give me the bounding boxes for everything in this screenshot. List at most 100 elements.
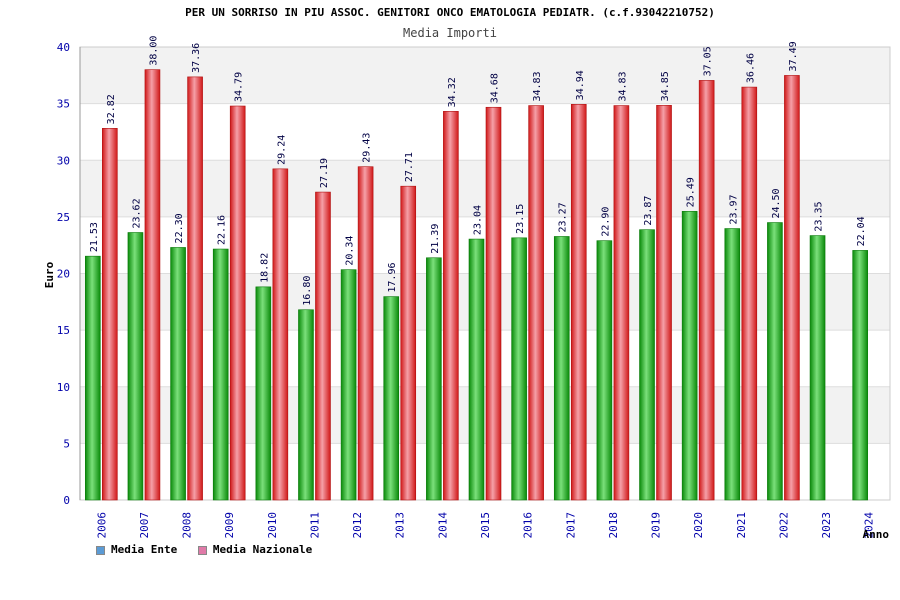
- y-tick-label: 30: [57, 154, 70, 167]
- x-tick-label: 2017: [564, 512, 577, 539]
- bar-media-ente: [255, 286, 272, 501]
- bar-media-ente: [809, 235, 826, 501]
- chart-title: PER UN SORRISO IN PIU ASSOC. GENITORI ON…: [185, 6, 715, 19]
- legend-item-media-ente: Media Ente: [96, 543, 177, 556]
- data-label-media-ente: 22.04: [856, 216, 867, 246]
- y-tick-label: 40: [57, 41, 70, 54]
- x-tick-label: 2024: [863, 512, 876, 539]
- bar-media-nazionale: [741, 86, 758, 501]
- x-tick-label: 2016: [522, 512, 535, 539]
- y-tick-label: 15: [57, 324, 70, 337]
- bar-media-nazionale: [357, 166, 374, 501]
- data-label-media-nazionale: 36.46: [745, 53, 756, 83]
- bar-media-nazionale: [272, 168, 289, 501]
- x-tick-label: 2006: [95, 512, 108, 539]
- y-tick-label: 20: [57, 268, 70, 281]
- y-axis-label: Euro: [43, 261, 56, 288]
- data-label-media-nazionale: 34.85: [660, 71, 671, 101]
- data-label-media-ente: 23.97: [728, 194, 739, 224]
- data-label-media-nazionale: 32.82: [106, 94, 117, 124]
- x-axis-label: Anno: [863, 528, 890, 541]
- x-tick-label: 2020: [692, 512, 705, 539]
- bar-media-nazionale: [570, 104, 587, 501]
- bar-media-ente: [468, 238, 485, 501]
- x-tick-label: 2021: [735, 512, 748, 539]
- data-label-media-ente: 21.53: [89, 222, 100, 252]
- bar-media-nazionale: [528, 105, 544, 501]
- legend-swatch-media-ente: [96, 545, 105, 555]
- x-tick-label: 2023: [820, 512, 833, 539]
- y-tick-label: 5: [63, 437, 70, 450]
- data-label-media-ente: 25.49: [686, 177, 697, 207]
- bar-media-ente: [767, 222, 783, 501]
- bar-media-nazionale: [784, 75, 800, 501]
- data-label-media-ente: 23.62: [131, 198, 142, 228]
- y-tick-label: 10: [57, 381, 70, 394]
- x-tick-label: 2018: [607, 512, 620, 539]
- data-label-media-nazionale: 34.68: [490, 73, 501, 103]
- data-label-media-nazionale: 37.05: [703, 46, 714, 76]
- legend: Media Ente Media Nazionale: [96, 543, 326, 556]
- bar-media-nazionale: [102, 128, 118, 501]
- data-label-media-nazionale: 29.43: [362, 133, 373, 163]
- legend-swatch-media-nazionale: [197, 545, 207, 555]
- bar-media-nazionale: [144, 69, 161, 501]
- data-label-media-nazionale: 38.00: [148, 36, 159, 66]
- bar-media-nazionale: [229, 105, 246, 501]
- data-label-media-ente: 18.82: [259, 253, 270, 283]
- bar-media-nazionale: [187, 76, 203, 501]
- data-label-media-nazionale: 34.83: [617, 71, 628, 101]
- bar-media-nazionale: [698, 80, 715, 501]
- bar-media-ente: [127, 232, 144, 501]
- data-labels: 21.53 23.62 22.30 22.16 18.82 16.80 20.34 17.96…: [89, 36, 867, 306]
- y-tick-label: 25: [57, 211, 70, 224]
- data-label-media-ente: 21.39: [430, 224, 441, 254]
- chart-subtitle: Media Importi: [403, 26, 497, 40]
- bar-media-ente: [426, 257, 442, 501]
- bar-media-nazionale: [485, 106, 502, 501]
- data-label-media-ente: 23.35: [814, 201, 825, 231]
- data-label-media-ente: 23.15: [515, 204, 526, 234]
- x-tick-label: 2010: [266, 512, 279, 539]
- bar-media-ente: [681, 211, 698, 501]
- data-label-media-ente: 17.96: [387, 262, 398, 292]
- bar-media-ente: [511, 237, 527, 501]
- bar-media-nazionale: [400, 185, 417, 501]
- bar-media-nazionale: [443, 111, 459, 501]
- x-tick-label: 2012: [351, 512, 364, 539]
- x-tick-label: 2007: [138, 512, 151, 539]
- bar-media-nazionale: [315, 191, 331, 501]
- bar-media-ente: [383, 296, 400, 501]
- bar-media-ente: [340, 269, 357, 501]
- data-label-media-ente: 22.16: [217, 215, 228, 245]
- bar-media-ente: [212, 248, 229, 501]
- bar-media-ente: [724, 228, 741, 501]
- data-label-media-ente: 24.50: [771, 188, 782, 218]
- x-tick-label: 2008: [181, 512, 194, 539]
- data-label-media-nazionale: 27.71: [404, 152, 415, 182]
- data-label-media-ente: 22.30: [174, 213, 185, 243]
- data-label-media-ente: 22.90: [600, 207, 611, 237]
- data-label-media-nazionale: 34.94: [575, 70, 586, 100]
- x-tick-label: 2019: [650, 512, 663, 539]
- x-tick-label: 2013: [394, 512, 407, 539]
- x-tick-label: 2009: [223, 512, 236, 539]
- bars: [85, 69, 868, 501]
- x-tick-label: 2011: [308, 512, 321, 539]
- x-tick-label: 2022: [777, 512, 790, 539]
- legend-label-media-nazionale: Media Nazionale: [212, 543, 313, 556]
- axes: 0 5 10 15 20 25 30 35 40 2006 2007 2008 2009 2010 2011…: [57, 41, 891, 539]
- legend-item-media-nazionale: Media Nazionale: [197, 543, 313, 556]
- y-tick-label: 0: [63, 494, 70, 507]
- data-label-media-nazionale: 34.32: [447, 77, 458, 107]
- bar-media-nazionale: [613, 105, 630, 501]
- bar-media-ente: [596, 240, 613, 501]
- data-label-media-ente: 23.04: [473, 205, 484, 235]
- data-label-media-nazionale: 34.79: [234, 72, 245, 102]
- bar-media-ente: [85, 255, 101, 501]
- data-label-media-nazionale: 37.49: [788, 41, 799, 71]
- data-label-media-nazionale: 29.24: [276, 135, 287, 165]
- bar-media-ente: [298, 309, 314, 501]
- data-label-media-ente: 20.34: [345, 236, 356, 266]
